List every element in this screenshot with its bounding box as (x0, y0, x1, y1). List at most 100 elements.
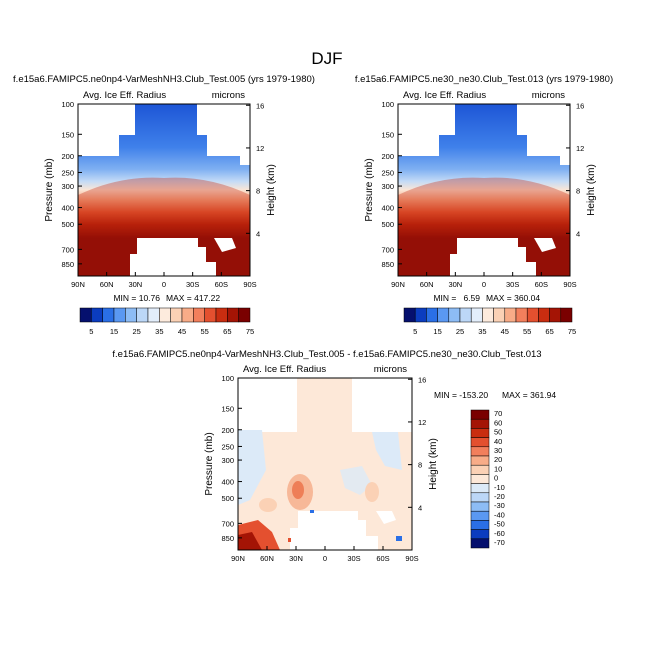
min-label: MIN = 10.76 (113, 293, 160, 303)
colorbar-swatch (113, 307, 126, 323)
colorbar-label: -40 (494, 510, 505, 519)
panel-title: f.e15a6.FAMIPC5.ne0np4-VarMeshNH3.Club_T… (112, 349, 541, 360)
x-tick-label: 30N (289, 554, 303, 563)
colorbar-swatch (470, 446, 490, 457)
colorbar-label: 15 (433, 327, 441, 336)
x-tick-label: 0 (323, 554, 327, 563)
y-tick-label: 100 (61, 100, 74, 109)
y-tick-label: 200 (221, 426, 234, 435)
y-tick-label: 300 (61, 182, 74, 191)
panel-model-a: f.e15a6.FAMIPC5.ne0np4-VarMeshNH3.Club_T… (13, 74, 315, 336)
colorbar-swatch (470, 520, 490, 530)
colorbar-label: 50 (494, 428, 502, 437)
y-tick-label: 850 (221, 534, 234, 543)
y-tick-label: 500 (221, 494, 234, 503)
panel-difference: f.e15a6.FAMIPC5.ne0np4-VarMeshNH3.Club_T… (112, 349, 556, 563)
colorbar-swatch (470, 483, 490, 494)
colorbar-swatch (79, 307, 92, 323)
figure-title: DJF (311, 49, 342, 68)
colorbar-label: 25 (132, 327, 140, 336)
panel-model-b: f.e15a6.FAMIPC5.ne30_ne30.Club_Test.013 … (355, 74, 613, 336)
x-tick-label: 90S (563, 280, 576, 289)
colorbar-swatch (125, 307, 137, 323)
x-tick-label: 60N (100, 280, 114, 289)
x-tick-label: 60S (215, 280, 228, 289)
colorbar-label: 55 (523, 327, 531, 336)
max-label: MAX = 360.04 (486, 293, 540, 303)
y-tick-label: 850 (61, 260, 74, 269)
y2-axis-label: Height (km) (428, 438, 439, 490)
colorbar-label: 30 (494, 446, 502, 455)
y2-tick-label: 4 (576, 229, 580, 238)
y2-tick-label: 4 (256, 229, 260, 238)
x-tick-label: 90N (391, 280, 405, 289)
y-tick-label: 150 (61, 130, 74, 139)
y-tick-label: 400 (221, 478, 234, 487)
colorbar-swatch (159, 307, 171, 323)
colorbar-swatch (493, 307, 506, 323)
units-label: microns (374, 364, 408, 375)
colorbar-swatch (470, 418, 490, 429)
y-axis-label: Pressure (mb) (44, 158, 55, 221)
colorbar-swatch (538, 307, 550, 323)
colorbar-label: 60 (494, 418, 502, 427)
colorbar-label: 20 (494, 455, 502, 464)
x-tick-label: 0 (482, 280, 486, 289)
x-tick-label: 30N (128, 280, 142, 289)
colorbar-label: 70 (494, 409, 502, 418)
colorbar-label: 35 (155, 327, 163, 336)
y2-tick-label: 12 (418, 418, 426, 427)
colorbar-swatch (470, 307, 483, 323)
colorbar-swatch (215, 307, 228, 323)
y2-tick-label: 16 (256, 101, 264, 110)
y-tick-label: 700 (221, 519, 234, 528)
colorbar-swatch (414, 307, 427, 323)
colorbar-label: 5 (413, 327, 417, 336)
y2-tick-label: 12 (256, 144, 264, 153)
y2-tick-label: 12 (576, 144, 584, 153)
min-label: MIN = -153.20 (434, 390, 488, 400)
y-tick-label: 150 (381, 130, 394, 139)
y-tick-label: 300 (221, 456, 234, 465)
y-tick-label: 500 (381, 220, 394, 229)
x-tick-label: 30N (448, 280, 462, 289)
panel-title: f.e15a6.FAMIPC5.ne0np4-VarMeshNH3.Club_T… (13, 74, 315, 85)
colorbar: 5 15 25 35 45 55 65 75 (403, 307, 576, 336)
colorbar-swatch (482, 307, 494, 323)
colorbar-swatch (147, 307, 160, 323)
x-tick-label: 0 (162, 280, 166, 289)
colorbar-label: 35 (478, 327, 486, 336)
y-tick-label: 400 (61, 204, 74, 213)
colorbar-label: 65 (545, 327, 553, 336)
colorbar-swatch (403, 307, 416, 323)
y2-tick-label: 8 (418, 461, 422, 470)
colorbar-swatch (470, 428, 490, 438)
colorbar-swatch (448, 307, 461, 323)
colorbar-swatch (549, 307, 562, 323)
y2-tick-label: 4 (418, 503, 422, 512)
y-tick-label: 150 (221, 404, 234, 413)
field-contours (398, 104, 570, 276)
y-axis-label: Pressure (mb) (204, 432, 215, 495)
colorbar-swatch (459, 307, 472, 323)
colorbar-label: 15 (110, 327, 118, 336)
variable-label: Avg. Ice Eff. Radius (403, 90, 486, 101)
x-tick-label: 90S (243, 280, 256, 289)
x-tick-label: 60S (535, 280, 548, 289)
colorbar-swatch (470, 510, 490, 521)
x-tick-label: 30S (186, 280, 199, 289)
y2-tick-label: 16 (576, 101, 584, 110)
min-label: MIN = 6.59 (433, 293, 480, 303)
y-tick-label: 100 (381, 100, 394, 109)
colorbar-label: 25 (456, 327, 464, 336)
colorbar-label: 45 (178, 327, 186, 336)
colorbar-label: -60 (494, 529, 505, 538)
y2-axis-label: Height (km) (586, 164, 597, 216)
colorbar-label: 75 (568, 327, 576, 336)
colorbar-swatch (136, 307, 149, 323)
y2-tick-label: 16 (418, 375, 426, 384)
units-label: microns (532, 90, 566, 101)
max-label: MAX = 417.22 (166, 293, 220, 303)
